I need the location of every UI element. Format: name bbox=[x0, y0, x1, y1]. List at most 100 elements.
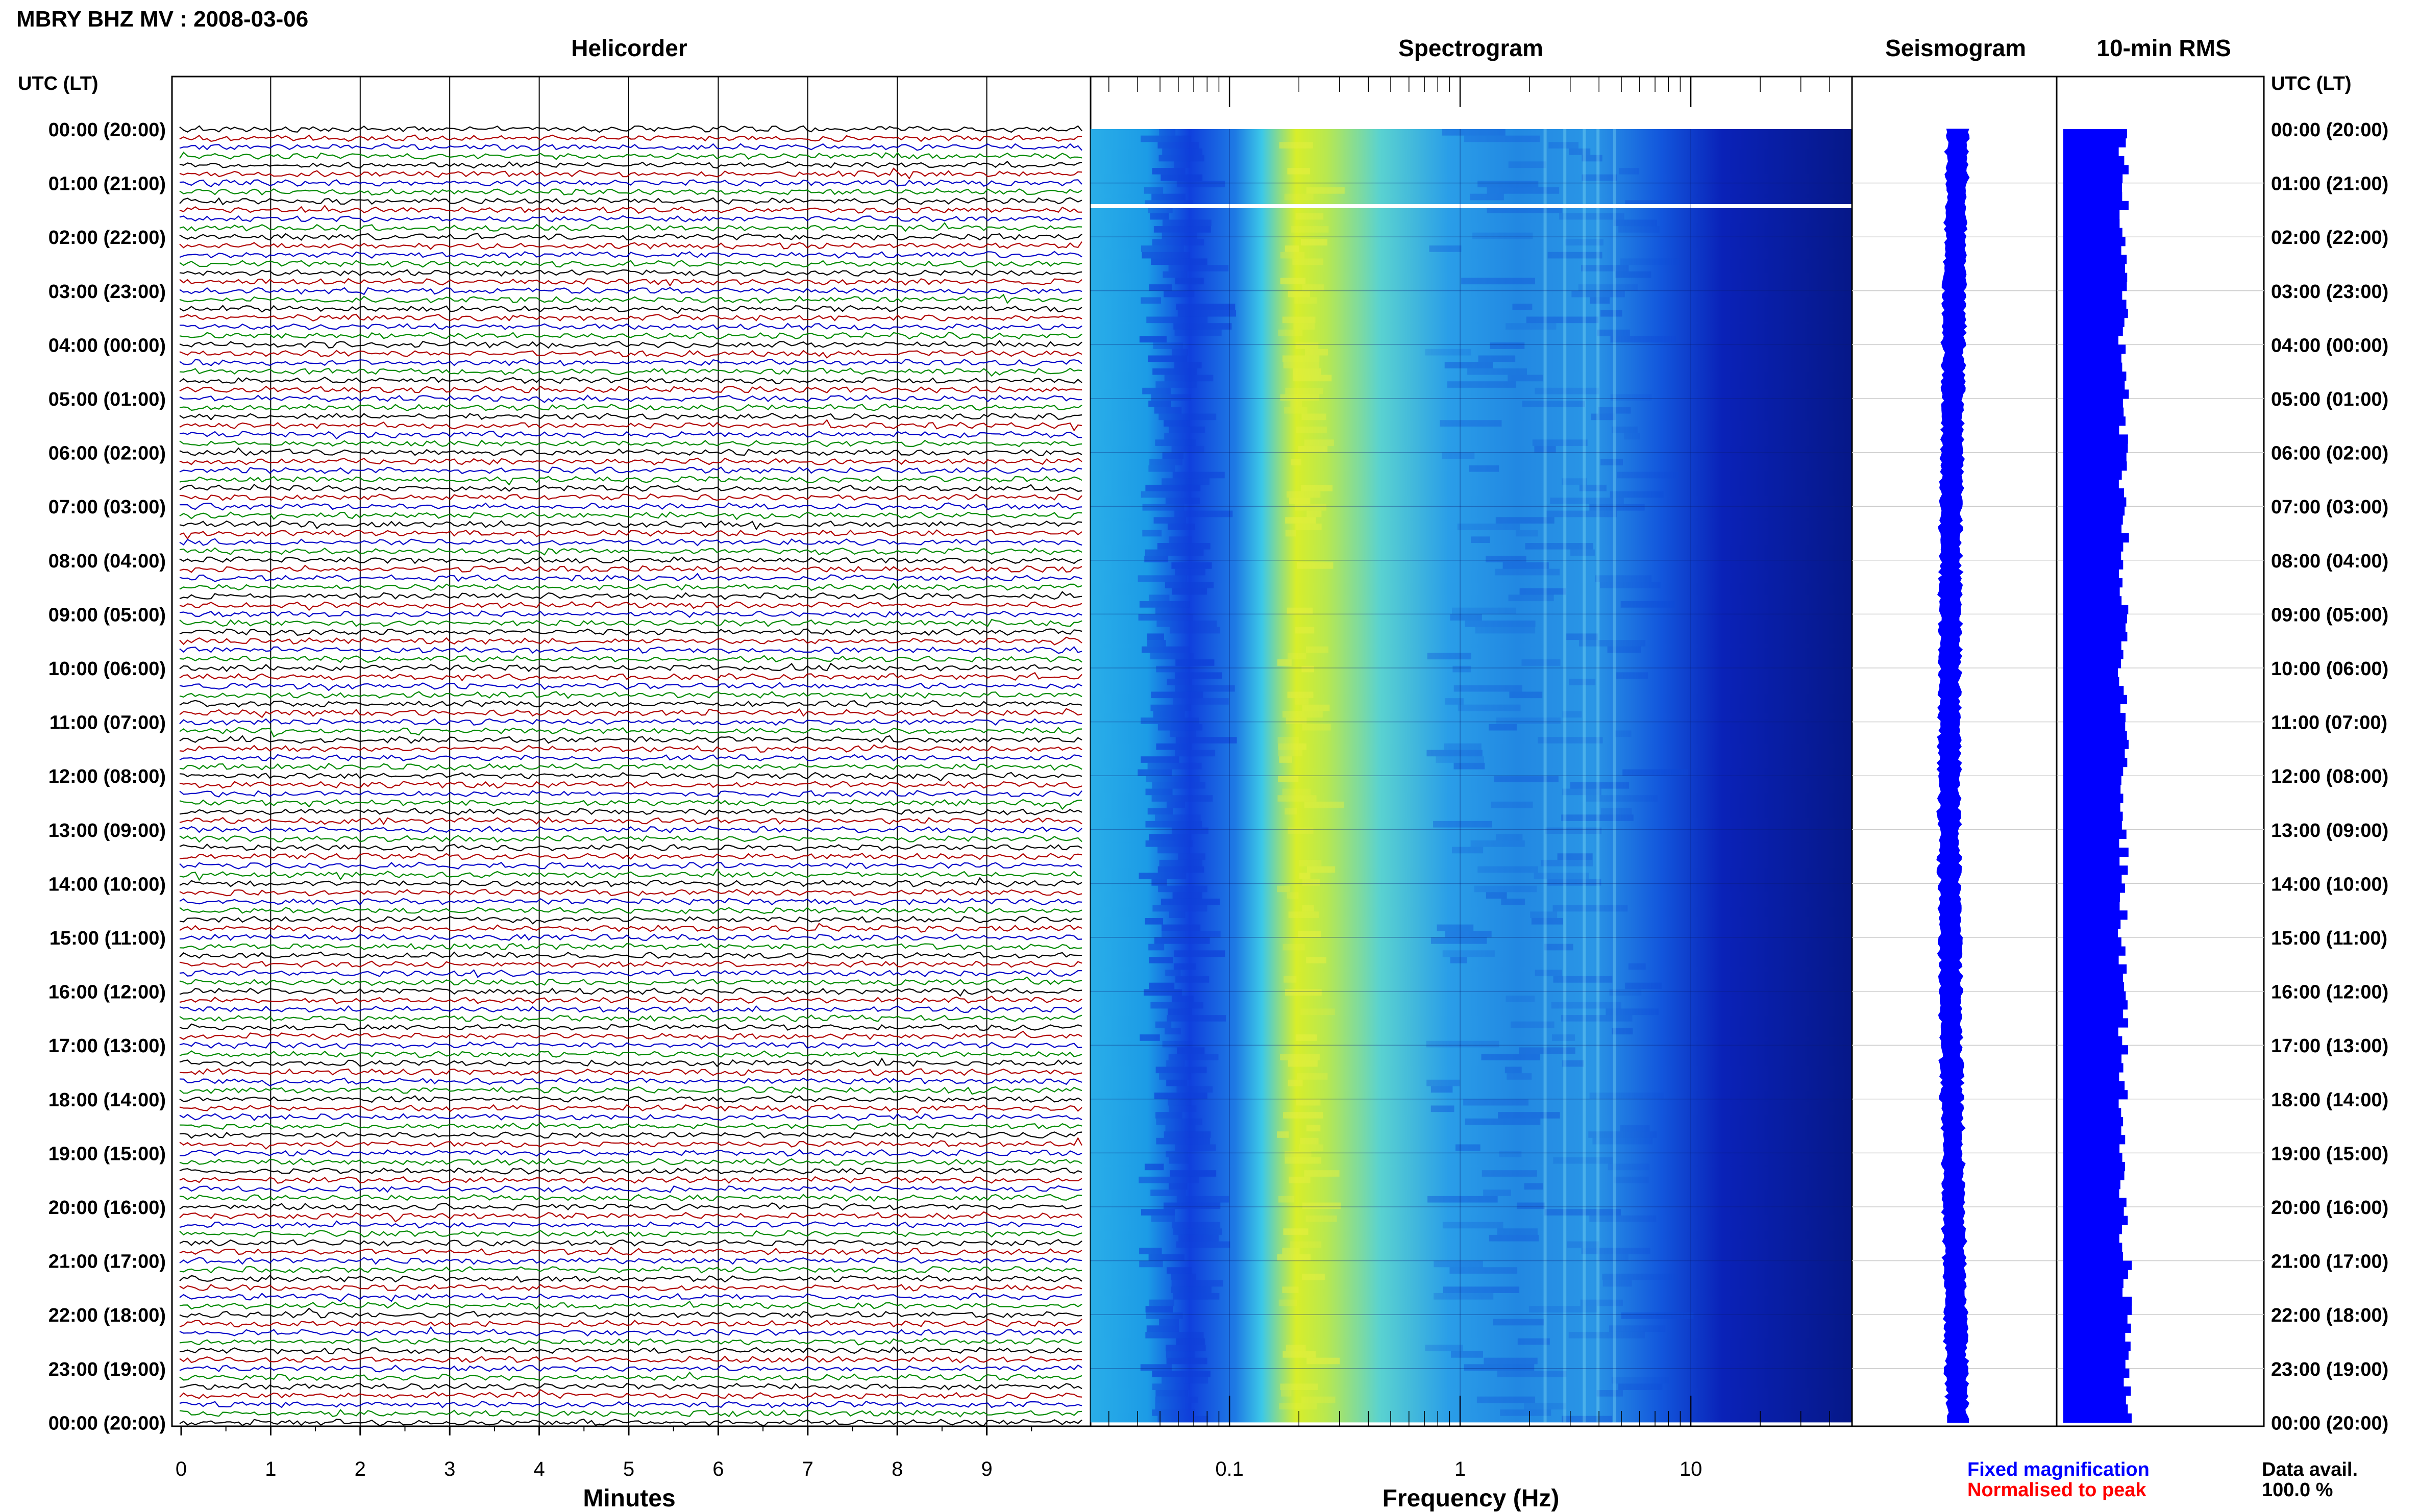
rms-bar bbox=[2063, 695, 2128, 704]
spectrogram-texture bbox=[1559, 213, 1624, 220]
spectrogram-texture bbox=[1285, 245, 1299, 252]
spectrogram-texture bbox=[1151, 691, 1203, 699]
spectrogram-texture bbox=[1141, 491, 1191, 498]
spectrogram-texture bbox=[1495, 834, 1523, 840]
rms-bar bbox=[2063, 893, 2120, 902]
spectrogram-texture bbox=[1591, 413, 1616, 420]
spectrogram-texture bbox=[1155, 381, 1197, 388]
time-label-right: 01:00 (21:00) bbox=[2271, 173, 2388, 195]
spectrogram-texture bbox=[1544, 1209, 1621, 1216]
spectrogram-texture bbox=[1534, 445, 1556, 453]
rms-bar bbox=[2063, 883, 2125, 893]
spectrogram-texture bbox=[1164, 290, 1195, 298]
legend-fixed-magnification: Fixed magnification bbox=[1967, 1459, 2150, 1480]
spectrogram-texture bbox=[1458, 704, 1521, 711]
spectrogram-texture bbox=[1562, 711, 1582, 718]
spectrogram-texture bbox=[1609, 989, 1642, 996]
rms-bar bbox=[2063, 1135, 2126, 1145]
spectrogram-texture bbox=[1286, 717, 1307, 724]
helicorder-trace bbox=[179, 1068, 1082, 1076]
helicorder-trace bbox=[179, 610, 1082, 618]
spectrogram-texture bbox=[1477, 181, 1539, 188]
spectrogram-texture bbox=[1516, 530, 1538, 537]
helicorder-trace bbox=[179, 134, 1082, 142]
spectrogram-texture bbox=[1152, 1383, 1190, 1391]
helicorder-x-tick-label: 0 bbox=[176, 1458, 187, 1480]
spectrogram-texture bbox=[1548, 142, 1579, 149]
helicorder-trace bbox=[179, 179, 1082, 188]
spectrogram-texture bbox=[1553, 1157, 1613, 1164]
rms-bar bbox=[2063, 973, 2123, 983]
helicorder-trace bbox=[179, 573, 1082, 582]
rms-bar bbox=[2063, 722, 2126, 731]
time-label-left: 16:00 (12:00) bbox=[48, 982, 166, 1003]
spectrogram-texture bbox=[1471, 536, 1490, 543]
spectrogram-texture bbox=[1590, 297, 1610, 304]
spectrogram-texture bbox=[1283, 362, 1320, 368]
spectrogram-texture bbox=[1545, 827, 1602, 834]
helicorder-trace bbox=[179, 241, 1082, 250]
time-label-right: 22:00 (18:00) bbox=[2271, 1305, 2388, 1326]
spectrogram-texture bbox=[1277, 885, 1290, 893]
rms-bar bbox=[2063, 821, 2122, 830]
helicorder-trace bbox=[179, 618, 1082, 627]
rms-bar bbox=[2063, 138, 2126, 147]
spectrogram-texture bbox=[1300, 1008, 1335, 1015]
spectrogram-texture bbox=[1174, 510, 1233, 517]
spectrogram-texture bbox=[1609, 1325, 1666, 1332]
spectrogram-texture bbox=[1302, 1273, 1325, 1280]
helicorder-trace bbox=[179, 915, 1082, 925]
spectrogram-texture bbox=[1169, 536, 1192, 543]
spectrogram-texture bbox=[1162, 232, 1197, 239]
spectrogram-texture bbox=[1465, 1118, 1541, 1125]
figure-title: MBRY BHZ MV : 2008-03-06 bbox=[16, 7, 308, 32]
time-label-left: 17:00 (13:00) bbox=[48, 1035, 166, 1057]
spectrogram-texture bbox=[1557, 853, 1593, 860]
helicorder-trace bbox=[179, 790, 1082, 798]
rms-bar bbox=[2063, 758, 2128, 767]
helicorder-trace bbox=[179, 547, 1082, 556]
spectrogram-texture bbox=[1170, 1170, 1217, 1177]
helicorder-trace bbox=[179, 636, 1082, 646]
helicorder-trace bbox=[179, 412, 1082, 420]
rms-bar bbox=[2063, 1018, 2129, 1028]
time-label-right: 14:00 (10:00) bbox=[2271, 874, 2388, 895]
spectrogram-texture bbox=[1581, 1248, 1650, 1254]
spectrogram-texture bbox=[1306, 1357, 1340, 1365]
time-label-right: 00:00 (20:00) bbox=[2271, 1412, 2388, 1434]
rms-bar bbox=[2063, 829, 2127, 839]
spectrogram-texture bbox=[1426, 1040, 1499, 1048]
spectrogram-texture bbox=[1177, 310, 1237, 317]
helicorder-trace bbox=[179, 1185, 1082, 1193]
spectrogram-texture bbox=[1534, 873, 1589, 879]
spectrogram-texture bbox=[1278, 743, 1307, 750]
data-availability-value: 100.0 % bbox=[2262, 1479, 2333, 1501]
spectrogram-texture bbox=[1142, 504, 1184, 511]
helicorder-trace bbox=[179, 359, 1082, 366]
helicorder-trace bbox=[179, 834, 1082, 843]
spectrogram-texture bbox=[1149, 594, 1170, 602]
helicorder-trace bbox=[179, 1246, 1082, 1256]
spectrogram-texture bbox=[1589, 504, 1645, 511]
time-axis-header-right: UTC (LT) bbox=[2271, 73, 2352, 94]
rms-bar bbox=[2063, 335, 2118, 345]
rms-bar bbox=[2063, 739, 2129, 749]
spectrogram-texture bbox=[1294, 698, 1309, 705]
spectrogram-texture bbox=[1141, 756, 1179, 763]
spectrogram-texture bbox=[1597, 1254, 1628, 1261]
spectrogram-texture bbox=[1425, 1345, 1464, 1352]
helicorder-x-tick-label: 6 bbox=[712, 1458, 724, 1480]
helicorder-x-tick-label: 5 bbox=[623, 1458, 634, 1480]
spectrogram-texture bbox=[1550, 498, 1624, 504]
spectrogram-texture bbox=[1484, 1357, 1538, 1365]
rms-bar bbox=[2063, 416, 2126, 426]
spectrogram-texture bbox=[1146, 1312, 1183, 1319]
helicorder-trace bbox=[179, 826, 1082, 834]
helicorder-trace bbox=[179, 493, 1082, 501]
spectrogram-texture bbox=[1142, 530, 1162, 537]
time-label-right: 21:00 (17:00) bbox=[2271, 1251, 2388, 1273]
spectrogram-texture bbox=[1139, 873, 1187, 879]
rms-bar bbox=[2063, 344, 2126, 354]
spectrogram-texture bbox=[1139, 336, 1167, 343]
rms-bar bbox=[2063, 1404, 2128, 1414]
